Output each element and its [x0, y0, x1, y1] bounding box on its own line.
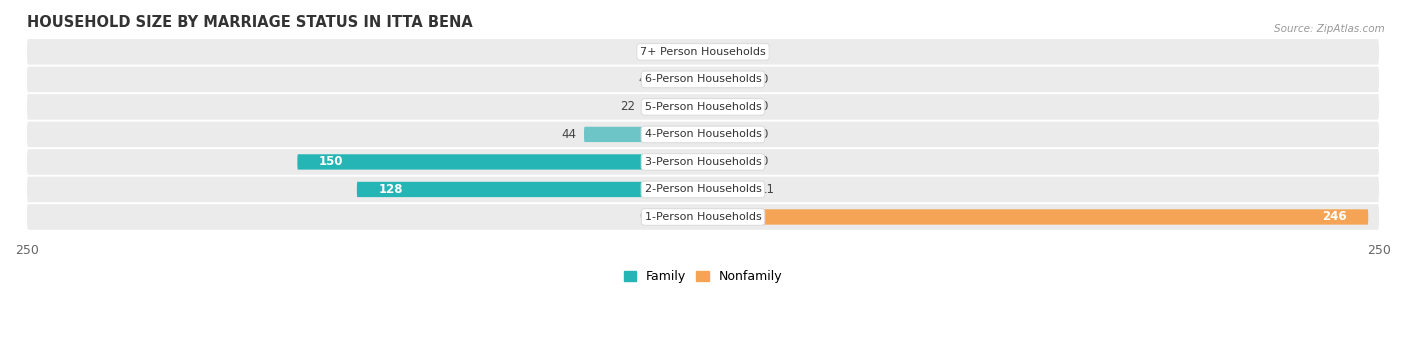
FancyBboxPatch shape [654, 44, 703, 60]
FancyBboxPatch shape [644, 99, 703, 115]
FancyBboxPatch shape [703, 154, 752, 169]
FancyBboxPatch shape [357, 182, 703, 197]
Text: 0: 0 [759, 155, 768, 168]
FancyBboxPatch shape [583, 127, 703, 142]
Text: 11: 11 [759, 183, 775, 196]
FancyBboxPatch shape [27, 177, 1379, 202]
FancyBboxPatch shape [297, 154, 703, 169]
FancyBboxPatch shape [27, 122, 1379, 147]
FancyBboxPatch shape [703, 72, 752, 87]
FancyBboxPatch shape [703, 127, 752, 142]
Text: 128: 128 [378, 183, 404, 196]
FancyBboxPatch shape [654, 72, 703, 87]
Text: 44: 44 [561, 128, 576, 141]
Text: 3-Person Households: 3-Person Households [644, 157, 762, 167]
Text: 7+ Person Households: 7+ Person Households [640, 47, 766, 57]
Text: 22: 22 [620, 100, 636, 114]
FancyBboxPatch shape [27, 66, 1379, 92]
Legend: Family, Nonfamily: Family, Nonfamily [619, 265, 787, 288]
Text: 0: 0 [759, 128, 768, 141]
FancyBboxPatch shape [27, 94, 1379, 120]
Text: 0: 0 [638, 210, 647, 223]
Text: Source: ZipAtlas.com: Source: ZipAtlas.com [1274, 24, 1385, 34]
Text: 2-Person Households: 2-Person Households [644, 184, 762, 194]
Text: 0: 0 [759, 45, 768, 58]
Text: 1-Person Households: 1-Person Households [644, 212, 762, 222]
FancyBboxPatch shape [703, 99, 752, 115]
Text: 0: 0 [759, 73, 768, 86]
Text: 0: 0 [759, 100, 768, 114]
Text: 6-Person Households: 6-Person Households [644, 74, 762, 84]
Text: 246: 246 [1322, 210, 1347, 223]
FancyBboxPatch shape [703, 182, 752, 197]
FancyBboxPatch shape [27, 204, 1379, 230]
Text: 150: 150 [319, 155, 343, 168]
FancyBboxPatch shape [703, 44, 752, 60]
Text: HOUSEHOLD SIZE BY MARRIAGE STATUS IN ITTA BENA: HOUSEHOLD SIZE BY MARRIAGE STATUS IN ITT… [27, 15, 472, 30]
Text: 4: 4 [638, 73, 647, 86]
FancyBboxPatch shape [654, 209, 703, 225]
FancyBboxPatch shape [27, 39, 1379, 65]
Text: 4-Person Households: 4-Person Households [644, 130, 762, 139]
FancyBboxPatch shape [27, 149, 1379, 175]
Text: 5-Person Households: 5-Person Households [644, 102, 762, 112]
Text: 0: 0 [638, 45, 647, 58]
FancyBboxPatch shape [703, 209, 1368, 225]
